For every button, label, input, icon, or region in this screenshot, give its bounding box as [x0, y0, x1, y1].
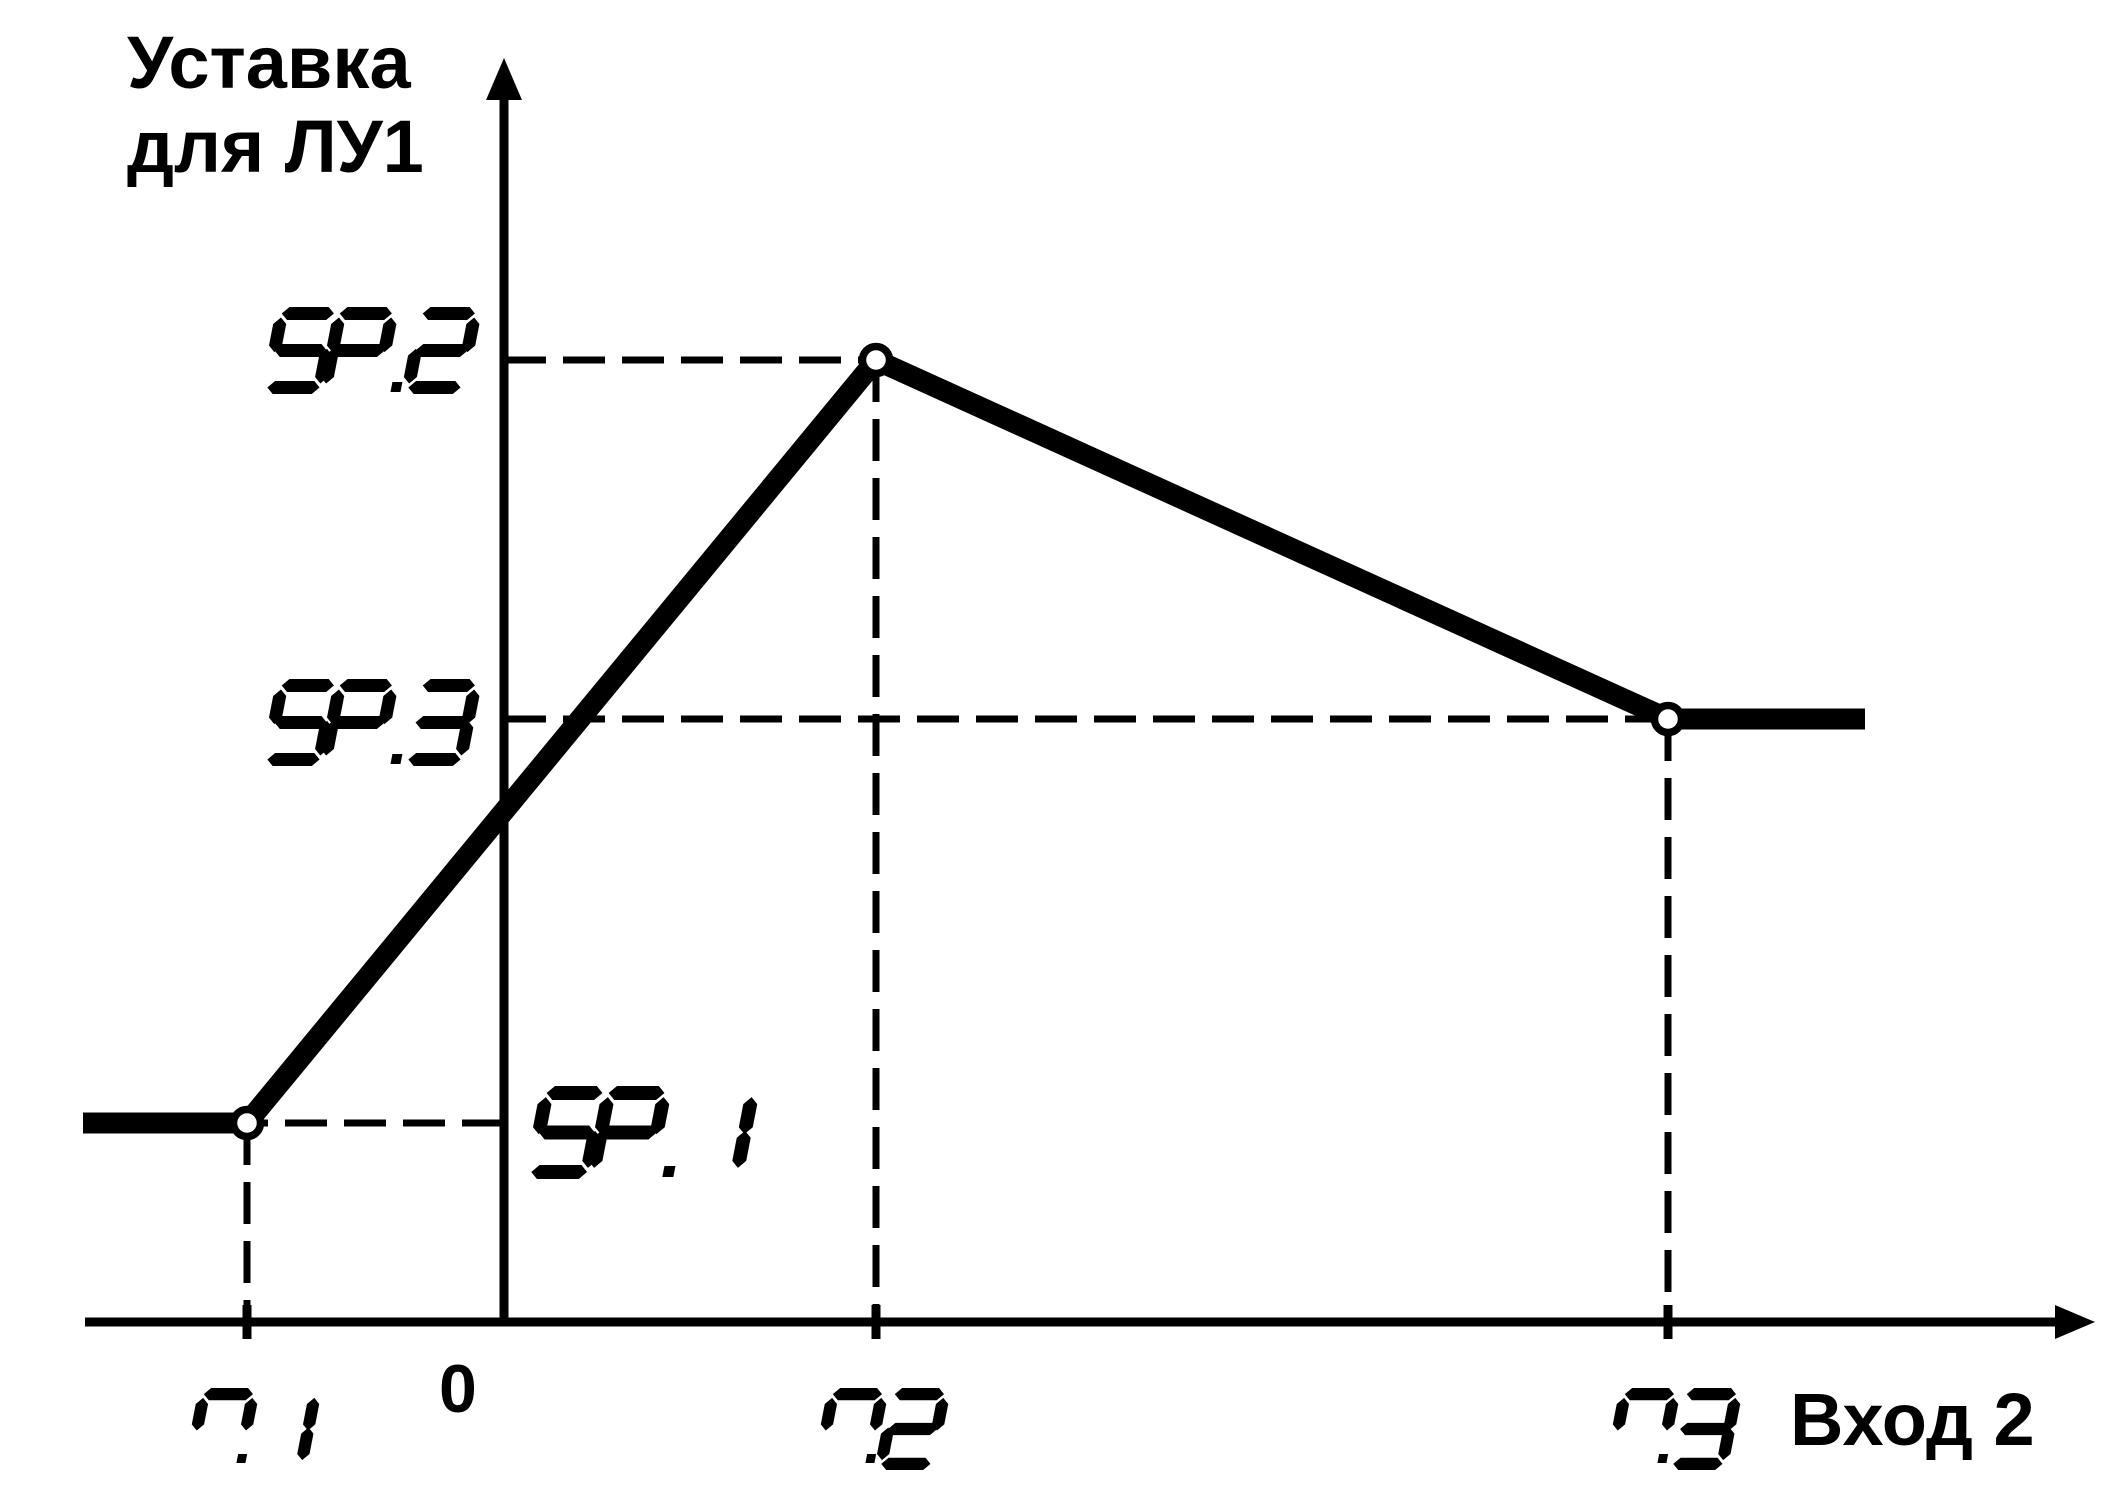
- svg-text:Уставка: Уставка: [127, 21, 411, 104]
- svg-text:0: 0: [439, 1351, 477, 1427]
- svg-text:Вход 2: Вход 2: [1790, 1378, 2035, 1461]
- svg-text:для ЛУ1: для ЛУ1: [127, 105, 424, 188]
